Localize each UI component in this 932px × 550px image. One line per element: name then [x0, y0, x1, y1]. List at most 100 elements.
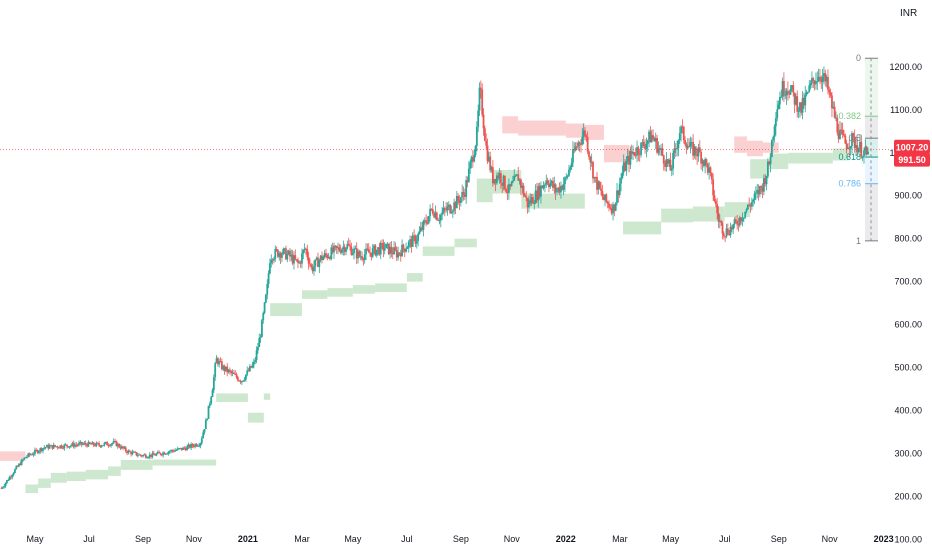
candle-body	[865, 146, 868, 155]
x-tick-label: Mar	[612, 534, 628, 544]
candle-body	[422, 220, 425, 230]
candle-body	[291, 254, 294, 264]
candle-body	[307, 257, 310, 264]
candle-body	[800, 102, 803, 113]
candle-body	[423, 220, 426, 222]
candle-body	[737, 224, 740, 226]
candle-body	[132, 451, 135, 453]
candle-body	[196, 445, 199, 447]
candle-body	[429, 208, 432, 216]
candle-body	[768, 161, 771, 165]
candle-body	[604, 194, 606, 201]
candle-body	[666, 159, 669, 164]
fib-level-label: 1	[856, 236, 861, 246]
candle-body	[178, 448, 181, 450]
candle-body	[391, 252, 394, 255]
support-band	[769, 153, 789, 170]
candle-body	[311, 266, 314, 272]
candle-body	[809, 83, 812, 86]
support-band	[476, 178, 493, 203]
candle-body	[709, 167, 712, 173]
candle-body	[122, 446, 124, 449]
candle-body	[470, 156, 473, 163]
candle-body	[4, 482, 7, 487]
candle-body	[680, 126, 683, 134]
candle-body	[347, 244, 350, 246]
fib-level-label: 0	[856, 53, 861, 63]
candle-body	[677, 140, 680, 149]
candle-body	[116, 443, 119, 447]
candle-body	[454, 202, 457, 209]
candle-body	[159, 452, 162, 455]
candle-body	[297, 259, 299, 263]
candle-body	[341, 249, 343, 253]
candle-body	[238, 380, 241, 382]
candle-body	[271, 259, 274, 261]
candle-body	[230, 371, 233, 374]
x-tick-label: 2021	[238, 534, 258, 544]
candle-body	[111, 443, 114, 445]
resistance-band	[603, 145, 630, 163]
candle-body	[477, 110, 480, 127]
candle-body	[353, 248, 355, 254]
candle-body	[92, 442, 95, 446]
candle-body	[861, 156, 864, 158]
candle-body	[67, 446, 70, 448]
candle-body	[262, 312, 265, 321]
candle-body	[124, 447, 127, 452]
x-tick-label: Jul	[83, 534, 95, 544]
candle-body	[150, 454, 153, 457]
candle-body	[487, 156, 490, 162]
candle-body	[72, 443, 75, 447]
candle-body	[586, 136, 589, 152]
price-axis[interactable]: 100.00 200.00 300.00 400.00 500.00 600.00 700.…	[889, 62, 930, 545]
candle-body	[263, 302, 266, 313]
candle-body	[664, 163, 666, 167]
candle-body	[329, 256, 331, 259]
candle-body	[797, 110, 800, 112]
candle-body	[499, 173, 502, 184]
candle-body	[863, 150, 865, 157]
candle-body	[744, 211, 747, 218]
candle-body	[172, 450, 175, 452]
x-tick-label: Jul	[719, 534, 731, 544]
candle-body	[540, 185, 542, 197]
candle-body	[518, 179, 521, 181]
candle-body	[277, 249, 279, 257]
candle-body	[718, 220, 721, 222]
candle-body	[32, 453, 35, 455]
candle-body	[532, 197, 534, 204]
support-band	[120, 460, 153, 470]
candle-body	[389, 246, 391, 255]
candle-body	[398, 252, 401, 254]
candle-body	[661, 148, 664, 156]
candle-body	[544, 184, 546, 186]
time-axis[interactable]: May Jul Sep Nov 2021 Mar May Jul Sep Nov 2022 Mar Ma…	[26, 534, 893, 544]
candle-body	[831, 95, 833, 109]
candle-body	[42, 448, 44, 451]
candle-body	[756, 189, 759, 193]
candle-body	[449, 204, 452, 213]
candle-body	[359, 256, 362, 258]
candle-body	[507, 184, 510, 193]
y-tick-label: 300.00	[894, 449, 922, 459]
candle-body	[553, 184, 556, 188]
candle-body	[365, 248, 367, 255]
candle-body	[720, 220, 723, 223]
candle-body	[140, 455, 143, 457]
candle-body	[337, 247, 339, 249]
candle-body	[134, 451, 136, 453]
candle-body	[459, 197, 462, 203]
plot-area[interactable]: 0 0.382 0.5 0.618 0.786 1	[0, 53, 890, 494]
candle-body	[183, 447, 186, 449]
candle-body	[370, 252, 373, 257]
candle-body	[526, 197, 529, 208]
candle-body	[578, 142, 581, 145]
candle-body	[222, 365, 225, 370]
candle-body	[612, 204, 614, 214]
candle-body	[219, 361, 222, 363]
candle-body	[355, 248, 358, 259]
candle-body	[688, 146, 691, 148]
candle-body	[750, 202, 753, 207]
